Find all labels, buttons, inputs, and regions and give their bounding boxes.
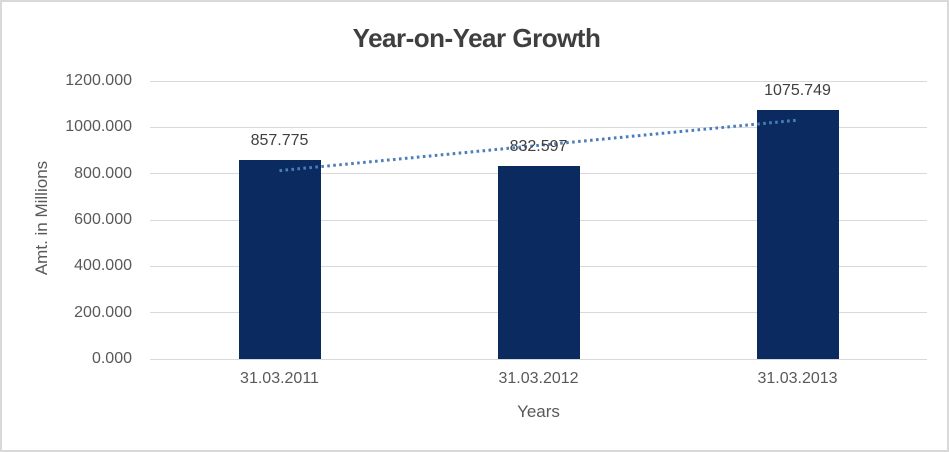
x-tick-label: 31.03.2013: [757, 370, 838, 387]
bar-31.03.2011[interactable]: [238, 160, 321, 359]
y-tick-label: 800.000: [74, 164, 132, 182]
y-tick-label: 1000.000: [65, 118, 132, 136]
x-axis-title: Years: [517, 402, 560, 421]
x-tick-label: 31.03.2012: [498, 370, 579, 387]
plot-area: 857.775 832.597 1075.749: [150, 80, 927, 360]
y-tick-label: 400.000: [74, 257, 132, 275]
y-tick-label: 1200.000: [65, 72, 132, 89]
chart-title: Year-on-Year Growth: [352, 23, 601, 53]
data-label: 857.775: [250, 132, 309, 150]
y-tick-label: 600.000: [74, 211, 132, 228]
bar-31.03.2012[interactable]: [497, 166, 580, 359]
data-label: 832.597: [509, 138, 568, 156]
y-tick-label: 200.000: [74, 303, 132, 321]
bar-31.03.2013[interactable]: [756, 109, 839, 359]
y-tick-label: 0.000: [91, 350, 132, 367]
gridline: [150, 80, 927, 82]
data-label: 1075.749: [764, 81, 831, 99]
gridline: [150, 358, 927, 360]
x-tick-label: 31.03.2011: [240, 370, 319, 387]
